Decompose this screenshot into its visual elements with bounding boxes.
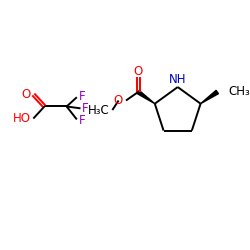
Text: F: F	[79, 114, 85, 127]
Text: F: F	[82, 102, 89, 115]
Polygon shape	[137, 90, 155, 104]
Text: O: O	[113, 94, 122, 107]
Text: NH: NH	[169, 73, 186, 86]
Polygon shape	[200, 90, 218, 104]
Text: HO: HO	[12, 112, 30, 125]
Text: H₃C: H₃C	[88, 104, 110, 118]
Text: CH₃: CH₃	[228, 84, 250, 98]
Text: O: O	[21, 88, 30, 101]
Text: O: O	[134, 65, 143, 78]
Text: F: F	[79, 90, 85, 103]
